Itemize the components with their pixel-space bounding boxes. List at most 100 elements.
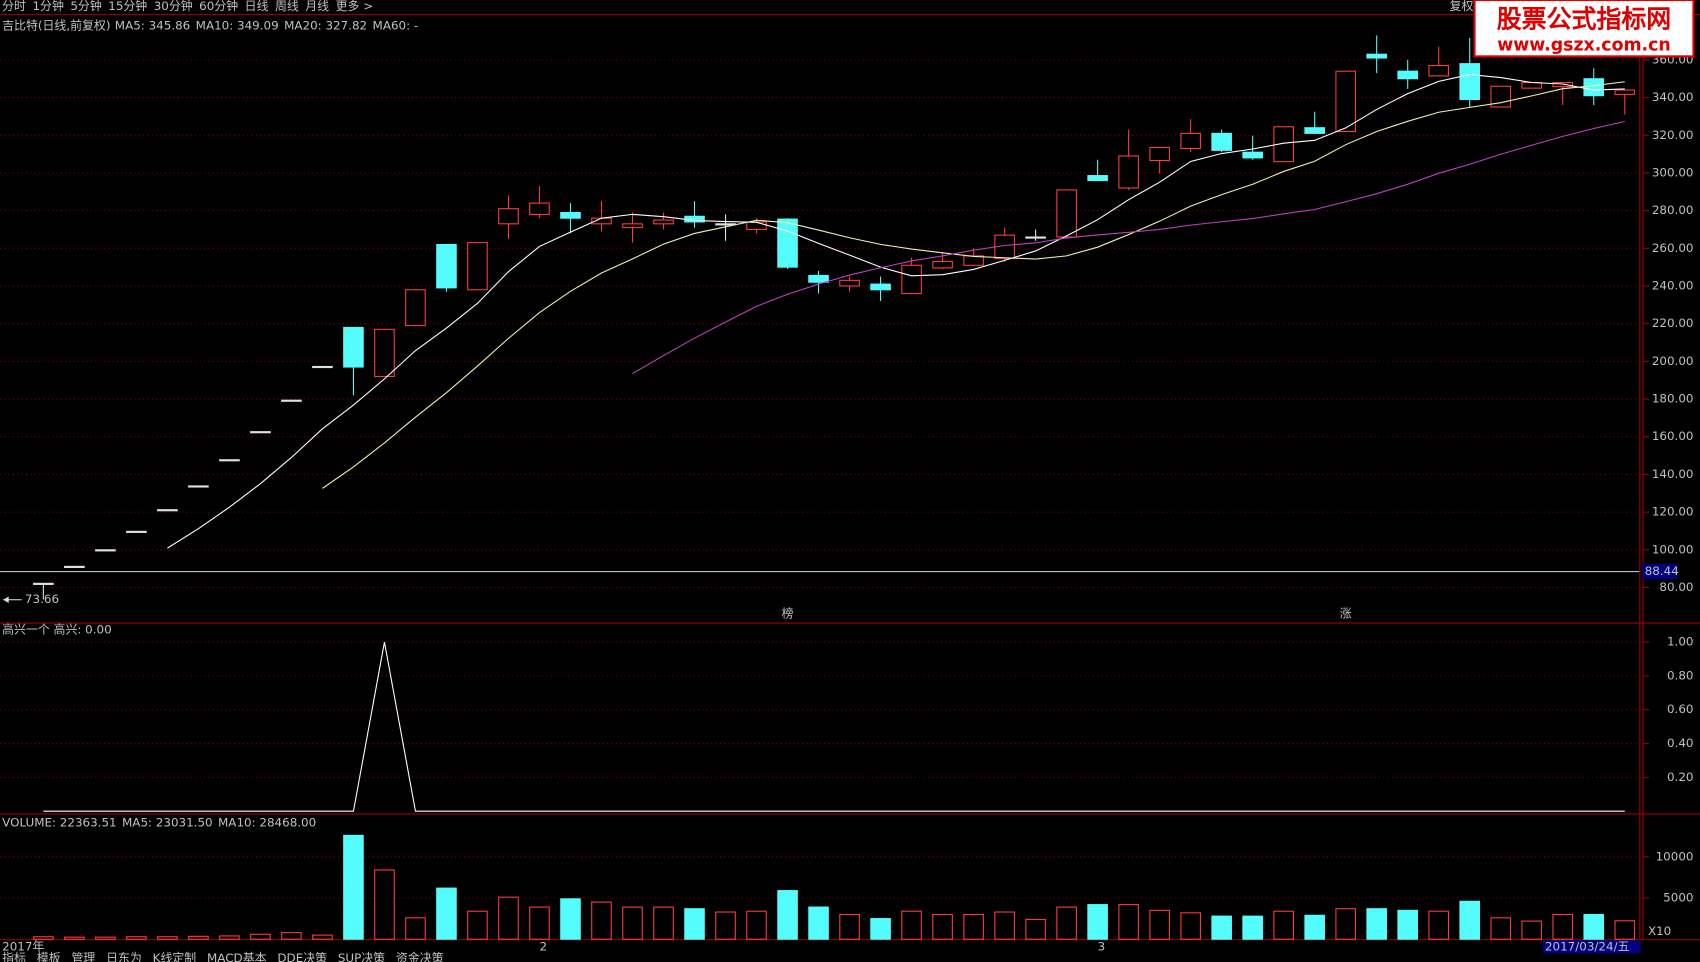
legend-item: MA5: 345.86 [115,19,190,33]
y-tick-label: 100.00 [1652,542,1694,556]
candle-body [870,283,891,291]
toolbar-right[interactable]: 复权 [1450,0,1474,13]
candle-body [622,223,643,229]
volume-bar [684,908,705,940]
candle-body [467,242,488,291]
candle-body [1056,189,1077,238]
tab[interactable]: K线定制 [153,951,197,962]
volume-bar [1180,912,1201,940]
volume-bar [157,936,178,940]
volume-bar [436,887,457,940]
watermark-title: 股票公式指标网 [1497,5,1672,34]
candle-body [281,399,302,402]
tab[interactable]: SUP决策 [338,951,385,962]
volume-bar [560,898,581,940]
candle-body [529,202,550,215]
candle-body [312,365,333,369]
volume-bar [250,933,271,940]
y-tick-label: 0.60 [1667,702,1694,716]
volume-bar [1025,918,1046,940]
volume-bar [932,913,953,940]
legend-item: MA20: 327.82 [284,19,367,33]
y-tick-label: 10000 [1656,849,1694,863]
candle-body [1242,151,1263,159]
candle-body [1273,126,1294,163]
candle-body [1397,70,1419,80]
candle-body [250,431,271,434]
toolbar-item[interactable]: 30分钟 [154,0,193,13]
tab[interactable]: 模板 [37,951,61,962]
toolbar-item[interactable]: 1分钟 [32,0,63,13]
tab[interactable]: MACD基本 [207,951,267,962]
legend-item: MA60: - [373,19,419,33]
candle-body [653,219,674,225]
volume-bar [1149,909,1170,940]
y-tick-label: 280.00 [1652,203,1694,217]
legend-item: MA5: 23031.50 [122,816,213,830]
marks [0,35,1640,940]
volume-bar [281,932,302,940]
toolbar-item[interactable]: 5分钟 [70,0,101,13]
watermark-box [1473,0,1695,58]
candle-body [436,244,457,289]
volume-bar [467,910,488,940]
toolbar-item[interactable]: 分时 [2,0,26,13]
y-tick-label: 240.00 [1652,279,1694,293]
tab[interactable]: DDE决策 [277,951,327,962]
y-tick-label: 320.00 [1652,128,1694,142]
cursor-label: 88.44 [1645,564,1679,578]
candle-body [901,264,922,295]
volume-bar [126,936,147,940]
toolbar-item[interactable]: 月线 [305,0,329,13]
volume-bar [1118,904,1139,940]
date-box [1542,940,1641,954]
tab[interactable]: 资金决策 [396,951,444,962]
toolbar-item[interactable]: 更多 > [336,0,374,13]
candle-body [839,279,860,287]
y-tick-label: 120.00 [1652,505,1694,519]
candle-body [219,459,240,462]
volume-bar [1583,913,1605,940]
tab[interactable]: 日东为 [106,951,142,962]
volume-bar [870,918,891,940]
toolbar-item[interactable]: 15分钟 [108,0,147,13]
volume-bar [1459,900,1481,940]
y-tick-label: 180.00 [1652,392,1694,406]
tab[interactable]: 管理 [71,951,95,962]
volume-bar [405,917,426,940]
candle-body [1149,146,1170,162]
toolbar-item[interactable]: 日线 [245,0,269,13]
candle-body [1118,155,1139,189]
candle-body [1583,78,1605,97]
y-tick-label: 80.00 [1659,580,1693,594]
y-tick-label: 5000 [1663,891,1693,905]
volume-bar [1428,910,1450,940]
volume-bar [1614,920,1636,940]
candle-body [405,289,426,327]
volume-bar [994,911,1015,940]
legend-item: MA10: 349.09 [196,19,279,33]
candle-body [157,509,178,512]
candle-body [33,582,54,585]
toolbar-item[interactable]: 60分钟 [199,0,238,13]
y-tick-label: 300.00 [1652,165,1694,179]
signal: 涨 [1340,606,1352,620]
candle-body [1335,70,1356,133]
candle-body [963,255,984,266]
toolbar-item[interactable]: 周线 [275,0,299,13]
tab[interactable]: 指标 [2,951,26,962]
candle-body [715,223,736,226]
volume-bar [1397,909,1419,940]
volume-bar [1273,910,1294,940]
volume-bar [374,869,395,940]
volume-bar [777,890,798,940]
volume-bar [839,913,860,940]
watermark-url: www.gszx.com.cn [1497,36,1670,56]
candle-body [343,326,364,368]
volume-bar [715,911,736,940]
candle-body [932,260,953,269]
line-series [43,641,1625,812]
